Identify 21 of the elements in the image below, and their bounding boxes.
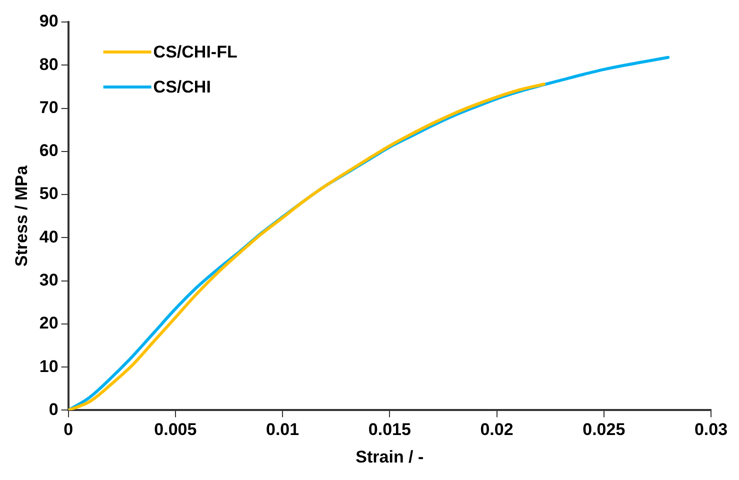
x-tick-label: 0.005 <box>154 420 197 440</box>
y-tick-label: 10 <box>39 356 58 376</box>
y-tick-label: 40 <box>39 227 58 246</box>
y-tick-label: 50 <box>39 184 58 204</box>
y-tick-label: 0 <box>48 400 58 419</box>
y-tick-label: 90 <box>39 12 58 31</box>
x-tick-label: 0.01 <box>266 420 300 440</box>
x-tick-label: 0 <box>64 420 74 440</box>
y-tick-label: 60 <box>39 141 58 160</box>
x-axis-title: Strain / - <box>356 447 424 466</box>
y-tick-label: 70 <box>39 98 58 117</box>
x-tick-label: 0.02 <box>480 420 514 440</box>
x-tick-label: 0.015 <box>368 420 411 440</box>
y-tick-label: 80 <box>39 54 58 74</box>
legend-label: CS/CHI-FL <box>153 42 238 62</box>
x-tick-label: 0.025 <box>582 420 626 440</box>
y-tick-label: 30 <box>39 270 58 290</box>
legend-label: CS/CHI <box>153 78 211 97</box>
y-tick-label: 20 <box>39 314 58 333</box>
y-axis-title: Stress / MPa <box>12 165 31 267</box>
x-tick-label: 0.03 <box>694 420 728 440</box>
